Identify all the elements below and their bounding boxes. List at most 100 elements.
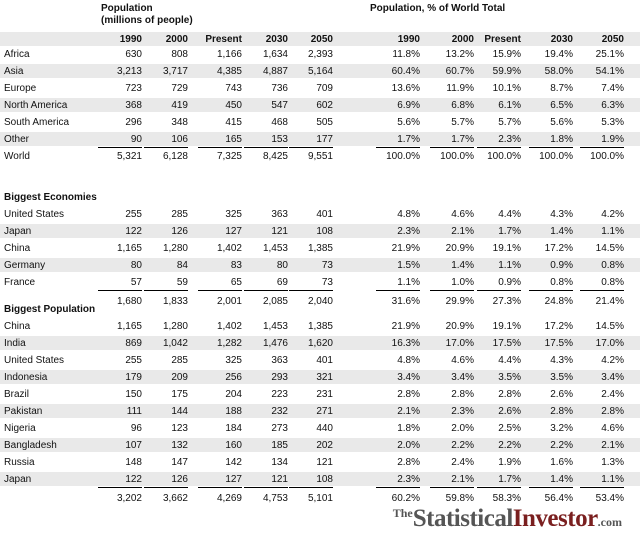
population-cell: 325 [225,355,242,366]
row-label: Japan [4,474,32,485]
population-cell: 1,453 [262,321,288,332]
section-title: Biggest Population [4,304,96,315]
population-cell: 1,165 [116,321,142,332]
percent-cell: 2.8% [451,389,474,400]
percent-cell: 21.9% [391,243,420,254]
percent-cell: 2.0% [397,440,420,451]
table-row: North America 368 419 450 547 602 6.9% 6.8% 6.1%… [0,98,640,115]
percent-cell: 2.1% [430,472,474,488]
percent-cell: 1.7% [498,226,521,237]
percent-cell: 2.3% [397,226,420,237]
table-row: Europe 723 729 743 736 709 13.6% 11.9% 10.1% 8.7%… [0,81,640,98]
percent-cell: 59.8% [445,493,474,504]
percent-cell: 2.4% [451,457,474,468]
site-logo: TheStatisticalInvestor.com [393,505,622,533]
population-cell: 2,393 [307,49,333,60]
population-cell: 4,887 [262,66,288,77]
population-heading-line2: (millions of people) [101,15,193,26]
percent-cell: 6.8% [451,100,474,111]
percent-cell: 2.3% [451,406,474,417]
population-cell: 232 [271,406,288,417]
percent-cell: 1.0% [430,275,474,291]
population-cell: 363 [271,209,288,220]
percent-cell: 0.8% [529,275,573,291]
population-cell: 175 [171,389,188,400]
percent-cell: 3.5% [550,372,573,383]
table-row: Japan 122 126 127 121 108 2.3% 2.1% 1.7% 1.4% 1.1% [0,224,640,241]
percent-cell: 2.8% [601,406,624,417]
percent-cell: 1.4% [451,260,474,271]
population-cell: 90 [98,132,142,148]
percent-cell: 1.8% [397,423,420,434]
population-cell: 122 [125,226,142,237]
column-header-band [0,32,640,46]
percent-cell: 14.5% [595,321,624,332]
table-row: Japan 122 126 127 121 108 2.3% 2.1% 1.7% 1.4% 1.1% [0,472,640,489]
logo-word2: Investor [512,505,598,532]
population-cell: 127 [225,226,242,237]
row-shading [0,472,640,486]
population-cell: 450 [225,100,242,111]
population-cell: 83 [230,260,242,271]
percent-cell: 1.1% [376,275,420,291]
population-cell: 202 [316,440,333,451]
table-row: Germany 80 84 83 80 73 1.5% 1.4% 1.1% 0.9% 0.8% [0,258,640,275]
table-row: Indonesia 179 209 256 293 321 3.4% 3.4% 3.5% 3.5%… [0,370,640,387]
row-shading [0,98,640,112]
population-cell: 123 [171,423,188,434]
table-row: France 57 59 65 69 73 1.1% 1.0% 0.9% 0.8% 0.8% [0,275,640,292]
population-cell: 223 [271,389,288,400]
population-cell: 1,280 [162,321,188,332]
percent-cell: 1.1% [580,472,624,488]
percent-cell: 56.4% [544,493,573,504]
population-cell: 177 [289,132,333,148]
row-label: Africa [4,49,30,60]
percent-cell: 1.4% [529,472,573,488]
row-shading [0,336,640,350]
percent-cell: 2.0% [451,423,474,434]
population-cell: 255 [125,209,142,220]
population-cell: 1,166 [216,49,242,60]
percent-cell: 6.3% [601,100,624,111]
population-cell: 468 [271,117,288,128]
population-heading-line1: Population [101,3,153,14]
population-cell: 547 [271,100,288,111]
population-cell: 126 [144,472,188,488]
column-header: Present [484,34,521,45]
population-cell: 184 [225,423,242,434]
percent-cell: 17.0% [595,338,624,349]
column-header: Present [205,34,242,45]
percent-cell: 4.3% [550,355,573,366]
totals-row: 3,202 3,662 4,269 4,753 5,101 60.2% 59.8% 58.3%… [0,491,640,508]
percent-cell: 4.8% [397,355,420,366]
row-label: Brazil [4,389,30,400]
population-cell: 1,833 [162,296,188,307]
logo-word1: Statistical [412,505,514,532]
row-shading [0,258,640,272]
column-header: 2030 [265,34,288,45]
percent-cell: 13.6% [391,83,420,94]
percent-cell: 54.1% [595,66,624,77]
table-row: Asia 3,213 3,717 4,385 4,887 5,164 60.4% 60.7% 5… [0,64,640,81]
population-cell: 1,634 [262,49,288,60]
population-cell: 80 [276,260,288,271]
percent-cell: 2.8% [550,406,573,417]
population-cell: 69 [244,275,288,291]
percent-cell: 2.8% [397,457,420,468]
column-header: 2000 [165,34,188,45]
logo-prefix: The [392,506,413,520]
population-cell: 150 [125,389,142,400]
percent-cell: 21.4% [595,296,624,307]
percent-cell: 20.9% [445,243,474,254]
percent-cell: 1.5% [397,260,420,271]
population-cell: 2,001 [216,296,242,307]
population-cell: 73 [289,275,333,291]
population-cell: 147 [171,457,188,468]
population-cell: 209 [171,372,188,383]
table-row: South America 296 348 415 468 505 5.6% 5.7% 5.7%… [0,115,640,132]
row-label: China [4,321,31,332]
population-cell: 4,269 [216,493,242,504]
row-label: Indonesia [4,372,48,383]
population-cell: 57 [98,275,142,291]
